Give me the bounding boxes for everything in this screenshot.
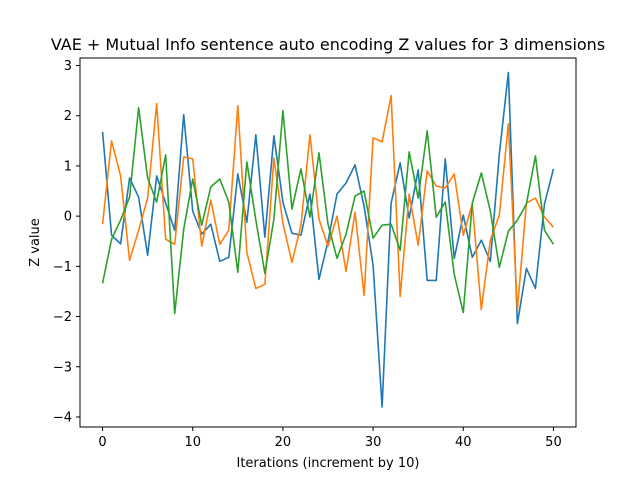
x-axis-label: Iterations (increment by 10) [237,456,420,471]
chart-title: VAE + Mutual Info sentence auto encoding… [51,35,605,54]
x-tick-label: 10 [184,435,201,450]
x-tick-label: 30 [365,435,382,450]
x-axis-ticks: 0 10 20 30 40 50 [98,427,562,450]
y-tick-label: 1 [64,159,72,174]
y-axis-ticks: −4 −3 −2 −1 0 1 2 3 [53,59,80,425]
y-tick-label: −4 [53,410,72,425]
series-layer [101,71,555,408]
axes-frame [79,57,577,428]
x-tick-label: 0 [98,435,106,450]
y-tick-label: 3 [64,59,72,74]
y-tick-label: 0 [64,210,72,225]
y-tick-label: 2 [64,109,72,124]
y-tick-label: −1 [53,260,72,275]
y-tick-label: −3 [53,360,72,375]
x-tick-label: 20 [275,435,292,450]
y-tick-label: −2 [53,310,72,325]
y-axis-label: Z value [28,218,43,267]
x-tick-label: 50 [545,435,562,450]
series-line-1 [101,71,555,408]
x-tick-label: 40 [455,435,472,450]
series-line-2 [101,94,555,311]
series-line-3 [101,106,555,315]
